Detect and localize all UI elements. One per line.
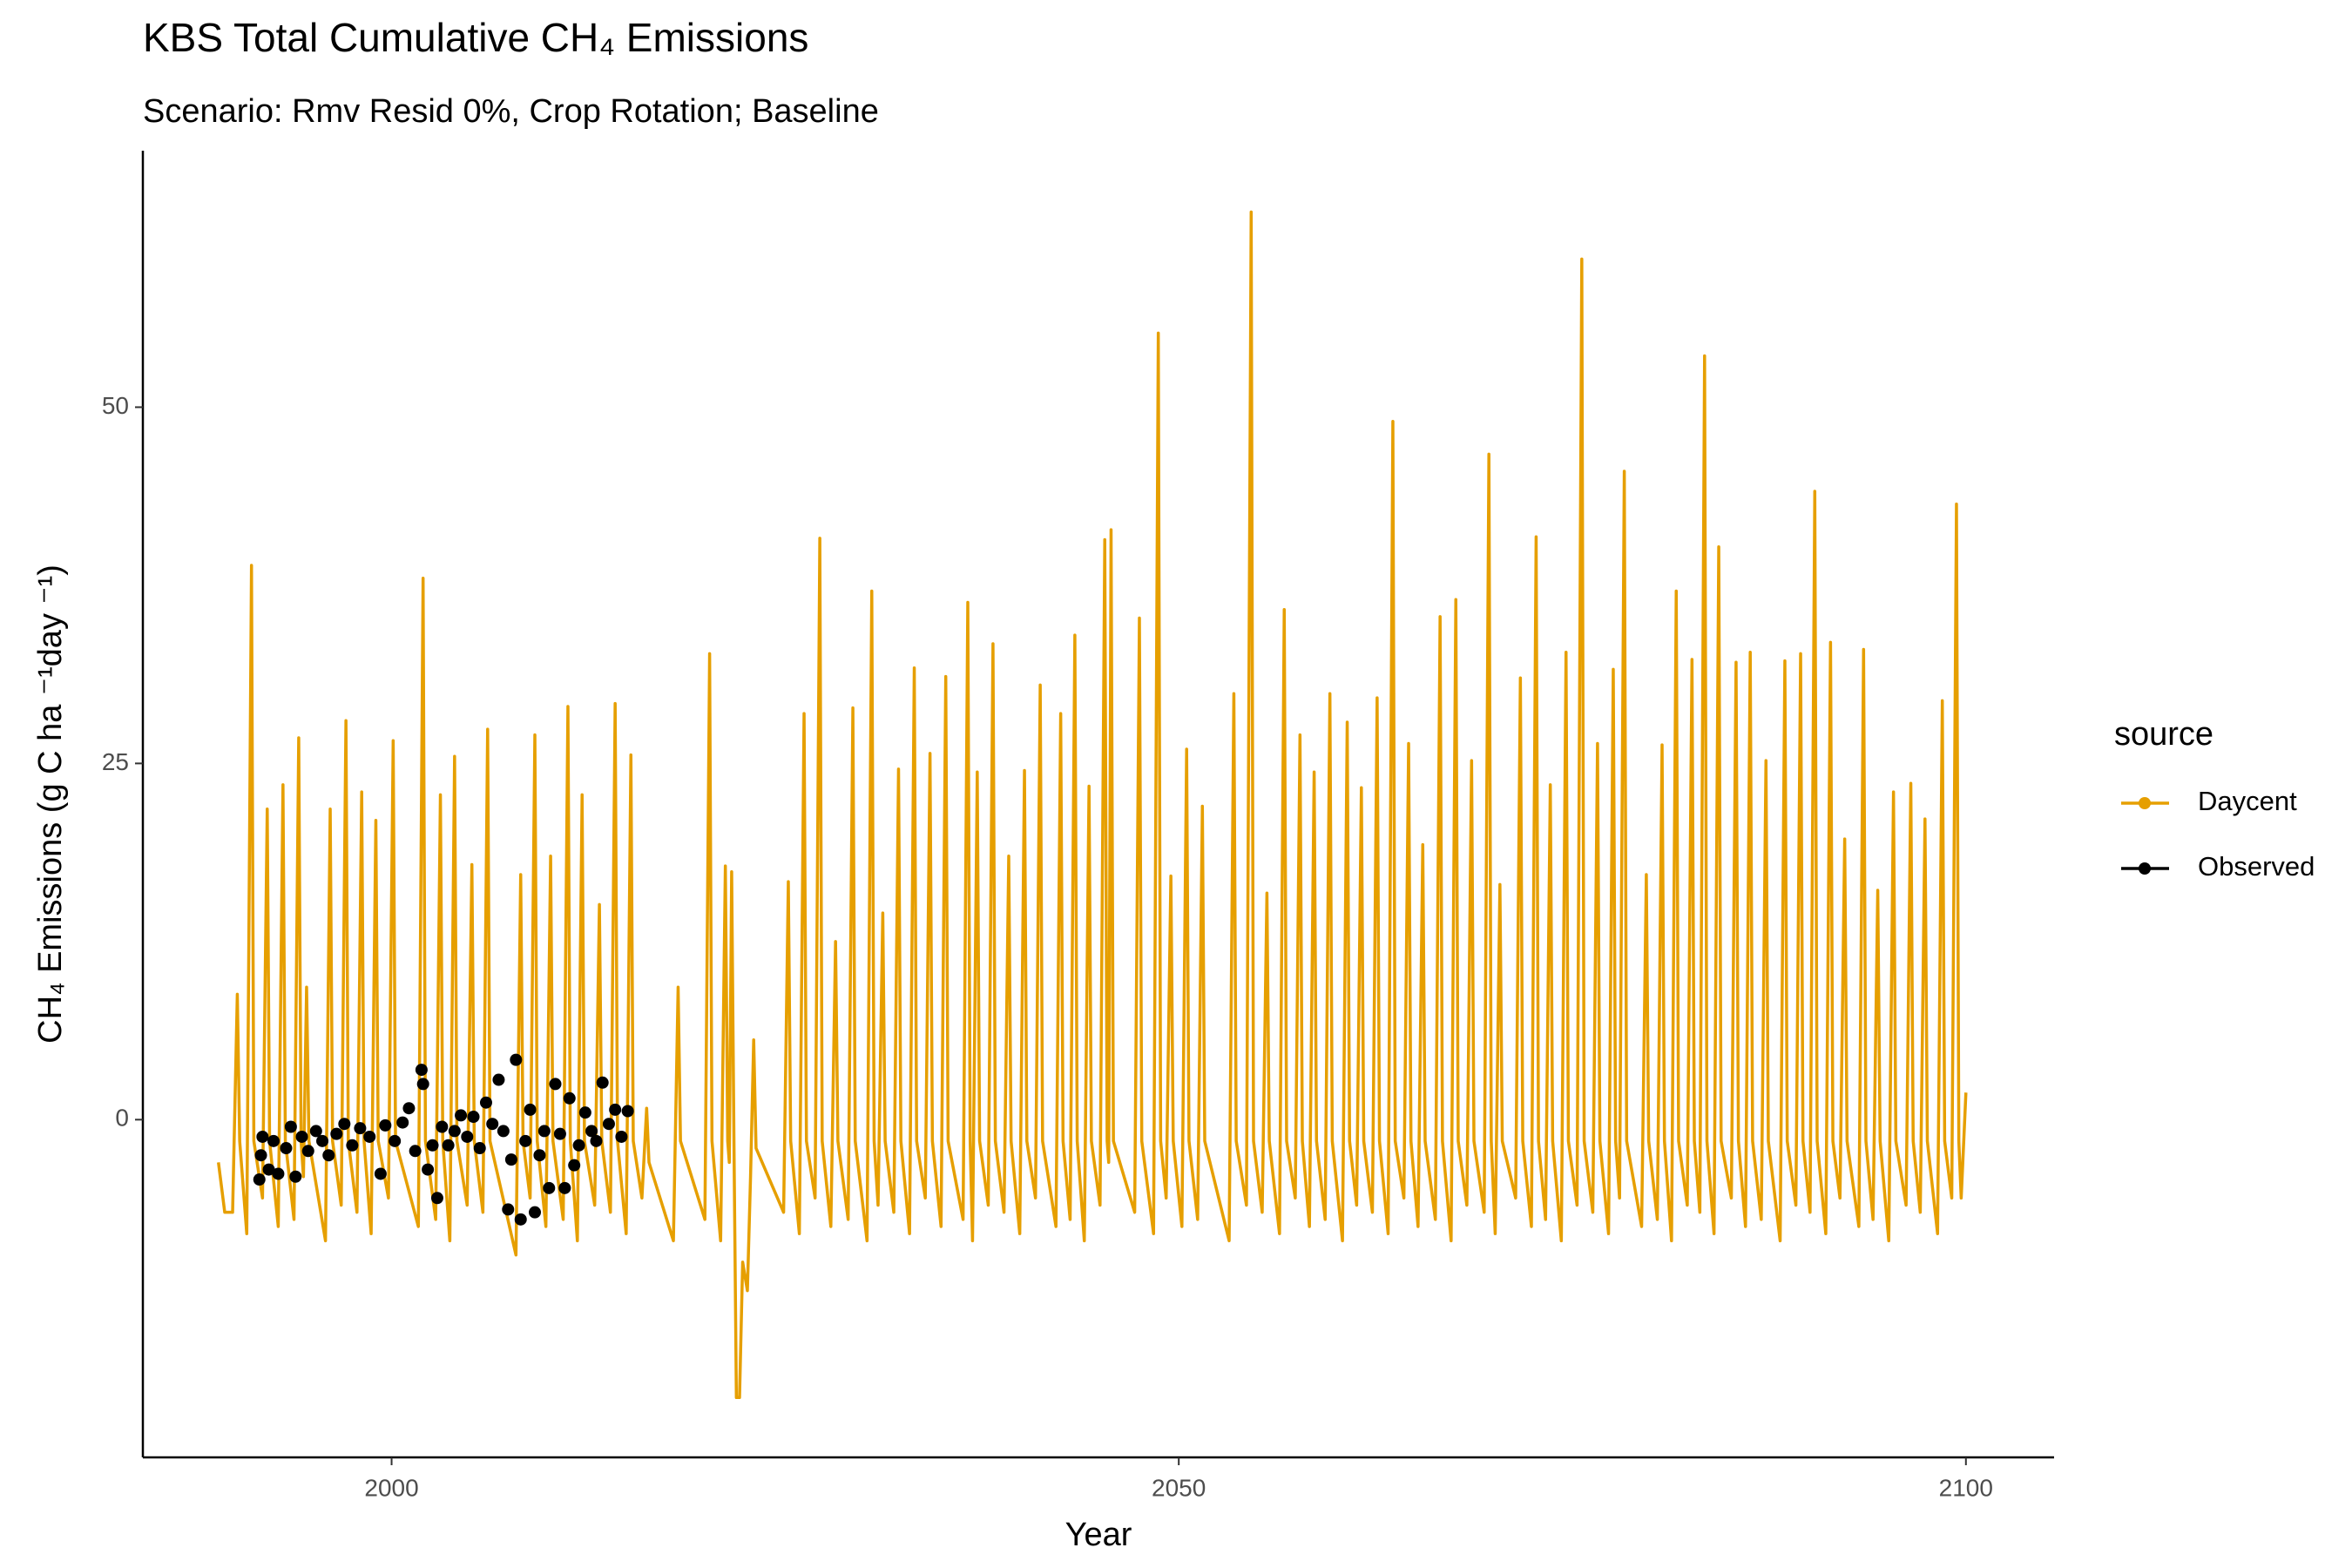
data-point (338, 1118, 351, 1131)
data-point (621, 1105, 634, 1118)
data-point (267, 1134, 280, 1147)
data-point (549, 1078, 562, 1091)
data-point (529, 1206, 542, 1219)
data-point (301, 1145, 314, 1158)
chart-subtitle: Scenario: Rmv Resid 0%, Crop Rotation; B… (143, 93, 879, 130)
data-point (492, 1073, 505, 1086)
data-line (217, 210, 1968, 1400)
data-point (416, 1078, 429, 1091)
data-point (537, 1125, 551, 1138)
data-point (596, 1076, 609, 1089)
legend-label: Daycent (2198, 786, 2297, 816)
data-point (602, 1118, 615, 1131)
data-point (272, 1167, 285, 1180)
data-point (389, 1134, 402, 1147)
chart-title: KBS Total Cumulative CH₄ Emissions (143, 15, 808, 60)
data-point (568, 1159, 581, 1172)
data-point (322, 1149, 335, 1162)
data-point (409, 1145, 422, 1158)
data-point (430, 1192, 443, 1205)
data-point (590, 1134, 603, 1147)
x-tick-label: 2050 (1152, 1474, 1206, 1501)
data-point (461, 1130, 474, 1143)
y-axis-title: CH₄ Emissions (g C ha ⁻¹day ⁻¹) (32, 564, 69, 1044)
data-point (426, 1139, 439, 1152)
data-point (262, 1163, 275, 1176)
data-point (316, 1134, 329, 1147)
data-point (354, 1122, 367, 1135)
data-point (379, 1119, 392, 1132)
data-point (502, 1203, 515, 1216)
data-point (402, 1102, 416, 1115)
plot-area (217, 210, 1968, 1400)
data-point (448, 1125, 461, 1138)
data-point (289, 1170, 302, 1183)
data-point (519, 1134, 532, 1147)
data-point (309, 1125, 322, 1138)
legend-label: Observed (2198, 851, 2315, 882)
data-point (330, 1127, 343, 1140)
data-point (524, 1103, 537, 1116)
data-point (284, 1120, 297, 1133)
legend-title: source (2114, 716, 2213, 753)
data-point (558, 1181, 571, 1194)
data-point (615, 1130, 628, 1143)
data-point (374, 1167, 387, 1180)
data-point (363, 1130, 376, 1143)
legend-key-point (2139, 862, 2151, 875)
data-point (346, 1139, 359, 1152)
data-point (254, 1149, 267, 1162)
data-point (253, 1173, 266, 1186)
data-point (578, 1106, 591, 1119)
data-point (256, 1130, 269, 1143)
data-point (563, 1092, 576, 1105)
data-point (553, 1127, 566, 1140)
x-axis-title: Year (1065, 1517, 1132, 1553)
data-point (467, 1111, 480, 1124)
data-point (442, 1139, 455, 1152)
data-point (543, 1181, 556, 1194)
data-point (497, 1125, 510, 1138)
data-point (455, 1109, 468, 1122)
data-point (585, 1125, 598, 1138)
data-point (504, 1153, 517, 1166)
x-tick-label: 2100 (1939, 1474, 1993, 1501)
data-point (486, 1118, 499, 1131)
data-point (436, 1120, 449, 1133)
legend-key-point (2139, 797, 2151, 809)
data-point (473, 1142, 486, 1155)
y-tick-label: 50 (102, 392, 129, 419)
data-point (422, 1163, 435, 1176)
data-point (510, 1053, 523, 1066)
data-point (396, 1116, 409, 1129)
data-point (415, 1064, 428, 1077)
data-point (533, 1149, 546, 1162)
data-point (280, 1142, 293, 1155)
data-point (609, 1103, 622, 1116)
data-point (479, 1096, 492, 1109)
y-tick-label: 0 (115, 1105, 129, 1132)
x-tick-label: 2000 (364, 1474, 418, 1501)
data-point (295, 1130, 308, 1143)
data-point (572, 1139, 585, 1152)
data-point (514, 1213, 527, 1226)
y-tick-label: 25 (102, 748, 129, 775)
